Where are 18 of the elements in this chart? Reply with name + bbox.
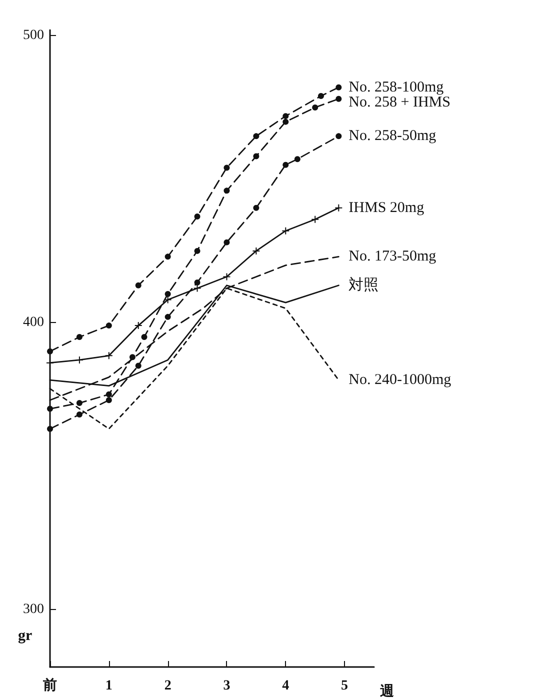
x-axis-title: 週 [379,684,395,699]
x-tick-label: 3 [223,678,230,694]
series-label: No. 240-1000mg [348,372,452,388]
x-tick-label: 1 [105,678,112,694]
x-tick-label: 5 [341,678,348,694]
series-label: No. 173-50mg [348,248,437,265]
y-tick-label: 500 [23,28,44,44]
series-label: 対照 [348,276,379,294]
series-label: No. 258 + IHMS [348,94,450,110]
x-tick-label: 2 [164,678,172,694]
series-label: No. 258-50mg [348,128,437,144]
y-tick-label: 300 [23,602,44,618]
x-tick-label: 4 [282,678,290,694]
series-label: No. 258-100mg [348,79,444,96]
series-label: IHMS 20mg [348,200,425,216]
y-tick-label: 400 [23,315,44,330]
x-tick-label: 前 [42,678,57,694]
y-axis-title: gr [18,628,32,644]
